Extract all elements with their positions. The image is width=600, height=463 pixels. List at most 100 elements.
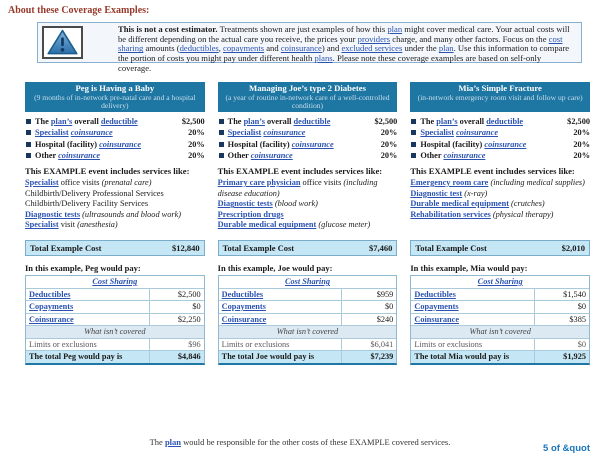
coinsurance-value: $385 bbox=[534, 313, 589, 325]
total-pay-value: $7,239 bbox=[341, 351, 396, 363]
table-row-deductibles: Deductibles $959 bbox=[218, 287, 397, 300]
plan-detail-value: 20% bbox=[188, 128, 205, 138]
limits-exclusions-value: $6,041 bbox=[341, 338, 396, 350]
inline-link[interactable]: plan bbox=[387, 24, 403, 34]
inline-link[interactable]: Prescription drugs bbox=[217, 209, 284, 219]
inline-link[interactable]: Diagnostic tests bbox=[217, 199, 273, 209]
inline-link[interactable]: excluded services bbox=[341, 43, 403, 54]
payment-intro: In this example, Peg would pay: bbox=[25, 263, 141, 273]
not-covered-header: What isn’t covered bbox=[26, 326, 204, 338]
inline-link[interactable]: plan’s bbox=[436, 117, 458, 126]
deductibles-link[interactable]: Deductibles bbox=[414, 289, 456, 299]
coverage-example-card-mia: Mia’s Simple Fracture (in-network emerge… bbox=[410, 82, 590, 366]
inline-link[interactable]: Durable medical equipment bbox=[410, 199, 509, 209]
cost-sharing-table: Cost Sharing Deductibles $1,540 Copaymen… bbox=[410, 275, 590, 365]
bullet-square-icon bbox=[26, 119, 31, 124]
inline-link[interactable]: plan bbox=[438, 43, 454, 54]
table-row-limits-exclusions: Limits or exclusions $0 bbox=[411, 337, 589, 350]
deductibles-link[interactable]: Deductibles bbox=[221, 289, 264, 299]
inline-link[interactable]: coinsurance bbox=[58, 151, 101, 161]
deductibles-value: $1,540 bbox=[534, 288, 589, 300]
inline-link[interactable]: Diagnostic tests bbox=[25, 209, 81, 219]
inline-link[interactable]: Specialist bbox=[35, 128, 69, 138]
inline-link[interactable]: coinsurance bbox=[291, 139, 334, 149]
text-segment: charge, and many other factors. Focus on… bbox=[390, 33, 549, 44]
inline-link[interactable]: Diagnostic test bbox=[410, 188, 463, 198]
disclaimer-box: This is not a cost estimator. Treatments… bbox=[37, 22, 582, 73]
inline-link[interactable]: Specialist bbox=[25, 178, 59, 187]
text-segment: ) and bbox=[321, 43, 342, 54]
copayments-link[interactable]: Copayments bbox=[414, 302, 459, 311]
inline-link[interactable]: Specialist bbox=[25, 220, 59, 230]
inline-link[interactable]: coinsurance bbox=[443, 151, 486, 161]
inline-link[interactable]: coinsurance bbox=[280, 43, 322, 54]
plan-detail-value: 20% bbox=[573, 139, 590, 149]
table-row-coinsurance: Coinsurance $385 bbox=[411, 312, 589, 325]
plan-detail-row: Specialist coinsurance 20% bbox=[25, 127, 205, 138]
coinsurance-link[interactable]: Coinsurance bbox=[414, 314, 460, 324]
inline-link[interactable]: Primary care physician bbox=[217, 178, 301, 187]
inline-link[interactable]: coinsurance bbox=[263, 128, 306, 138]
inline-link[interactable]: coinsurance bbox=[250, 151, 293, 161]
text-segment: (blood work) bbox=[274, 199, 318, 209]
inline-link[interactable]: Specialist bbox=[420, 128, 454, 138]
service-item: Diagnostic tests (blood work) bbox=[218, 199, 398, 210]
example-header: Mia’s Simple Fracture (in-network emerge… bbox=[410, 82, 590, 112]
text-segment: overall bbox=[457, 117, 487, 126]
example-title: Managing Joe’s type 2 Diabetes bbox=[249, 83, 366, 93]
inline-link[interactable]: Rehabilitation services bbox=[410, 209, 491, 219]
coinsurance-link[interactable]: Coinsurance bbox=[29, 314, 74, 324]
example-services-section: This EXAMPLE event includes services lik… bbox=[218, 166, 398, 231]
copayments-link[interactable]: Copayments bbox=[221, 302, 266, 311]
inline-link[interactable]: coinsurance bbox=[456, 128, 499, 138]
inline-link[interactable]: deductible bbox=[486, 117, 524, 126]
copayments-value: $0 bbox=[341, 301, 396, 313]
cost-sharing-header-link[interactable]: Cost Sharing bbox=[92, 277, 138, 286]
coinsurance-value: $2,250 bbox=[148, 313, 204, 325]
inline-link[interactable]: plan bbox=[164, 437, 182, 447]
table-row-total: The total Joe would pay is $7,239 bbox=[218, 350, 397, 363]
plan-detail-label: The plan’s overall deductible bbox=[228, 116, 371, 127]
inline-link[interactable]: coinsurance bbox=[99, 139, 142, 149]
table-row-deductibles: Deductibles $2,500 bbox=[26, 287, 204, 300]
inline-link[interactable]: Durable medical equipment bbox=[217, 220, 317, 230]
inline-link[interactable]: deductible bbox=[293, 117, 331, 126]
inline-link[interactable]: coinsurance bbox=[484, 139, 527, 149]
plan-details-list: The plan’s overall deductible $2,500 Spe… bbox=[25, 116, 205, 162]
plan-detail-row: The plan’s overall deductible $2,500 bbox=[410, 116, 590, 127]
plan-detail-value: 20% bbox=[573, 151, 590, 161]
inline-link[interactable]: deductibles bbox=[179, 43, 219, 54]
inline-link[interactable]: Emergency room care bbox=[410, 178, 489, 187]
bullet-square-icon bbox=[218, 153, 224, 159]
example-title: Mia’s Simple Fracture bbox=[458, 83, 542, 93]
service-item: Primary care physician office visits (in… bbox=[218, 178, 398, 199]
text-segment: The bbox=[149, 437, 165, 447]
example-subtitle: (a year of routine in-network care of a … bbox=[225, 92, 390, 110]
bullet-square-icon bbox=[411, 130, 417, 136]
coinsurance-link[interactable]: Coinsurance bbox=[221, 314, 267, 324]
total-cost-value: $12,840 bbox=[172, 243, 200, 253]
copayments-link[interactable]: Copayments bbox=[29, 302, 74, 311]
plan-detail-label: The plan’s overall deductible bbox=[35, 116, 178, 127]
example-subtitle: (in-network emergency room visit and fol… bbox=[417, 92, 583, 102]
deductibles-link[interactable]: Deductibles bbox=[29, 289, 71, 299]
inline-link[interactable]: plan’s bbox=[50, 117, 73, 126]
table-row-cost-sharing-header: Cost Sharing bbox=[26, 276, 204, 288]
total-cost-value: $7,460 bbox=[368, 243, 393, 253]
inline-link[interactable]: providers bbox=[357, 33, 391, 44]
inline-link[interactable]: cost sharing bbox=[118, 33, 563, 54]
table-row-deductibles: Deductibles $1,540 bbox=[411, 287, 589, 300]
plan-detail-row: Specialist coinsurance 20% bbox=[218, 127, 397, 138]
inline-link[interactable]: coinsurance bbox=[70, 128, 113, 138]
total-example-cost-bar: Total Example Cost $2,010 bbox=[410, 240, 590, 256]
inline-link[interactable]: Specialist bbox=[227, 128, 262, 138]
cost-sharing-header-link[interactable]: Cost Sharing bbox=[285, 277, 330, 286]
inline-link[interactable]: copayments bbox=[223, 43, 265, 54]
services-heading: This EXAMPLE event includes services lik… bbox=[25, 166, 190, 176]
inline-link[interactable]: plan’s bbox=[243, 117, 265, 126]
cost-sharing-header-link[interactable]: Cost Sharing bbox=[477, 277, 523, 286]
inline-link[interactable]: deductible bbox=[100, 117, 138, 126]
total-pay-label: The total Peg would pay is bbox=[29, 352, 123, 361]
inline-link[interactable]: plans bbox=[314, 53, 333, 64]
